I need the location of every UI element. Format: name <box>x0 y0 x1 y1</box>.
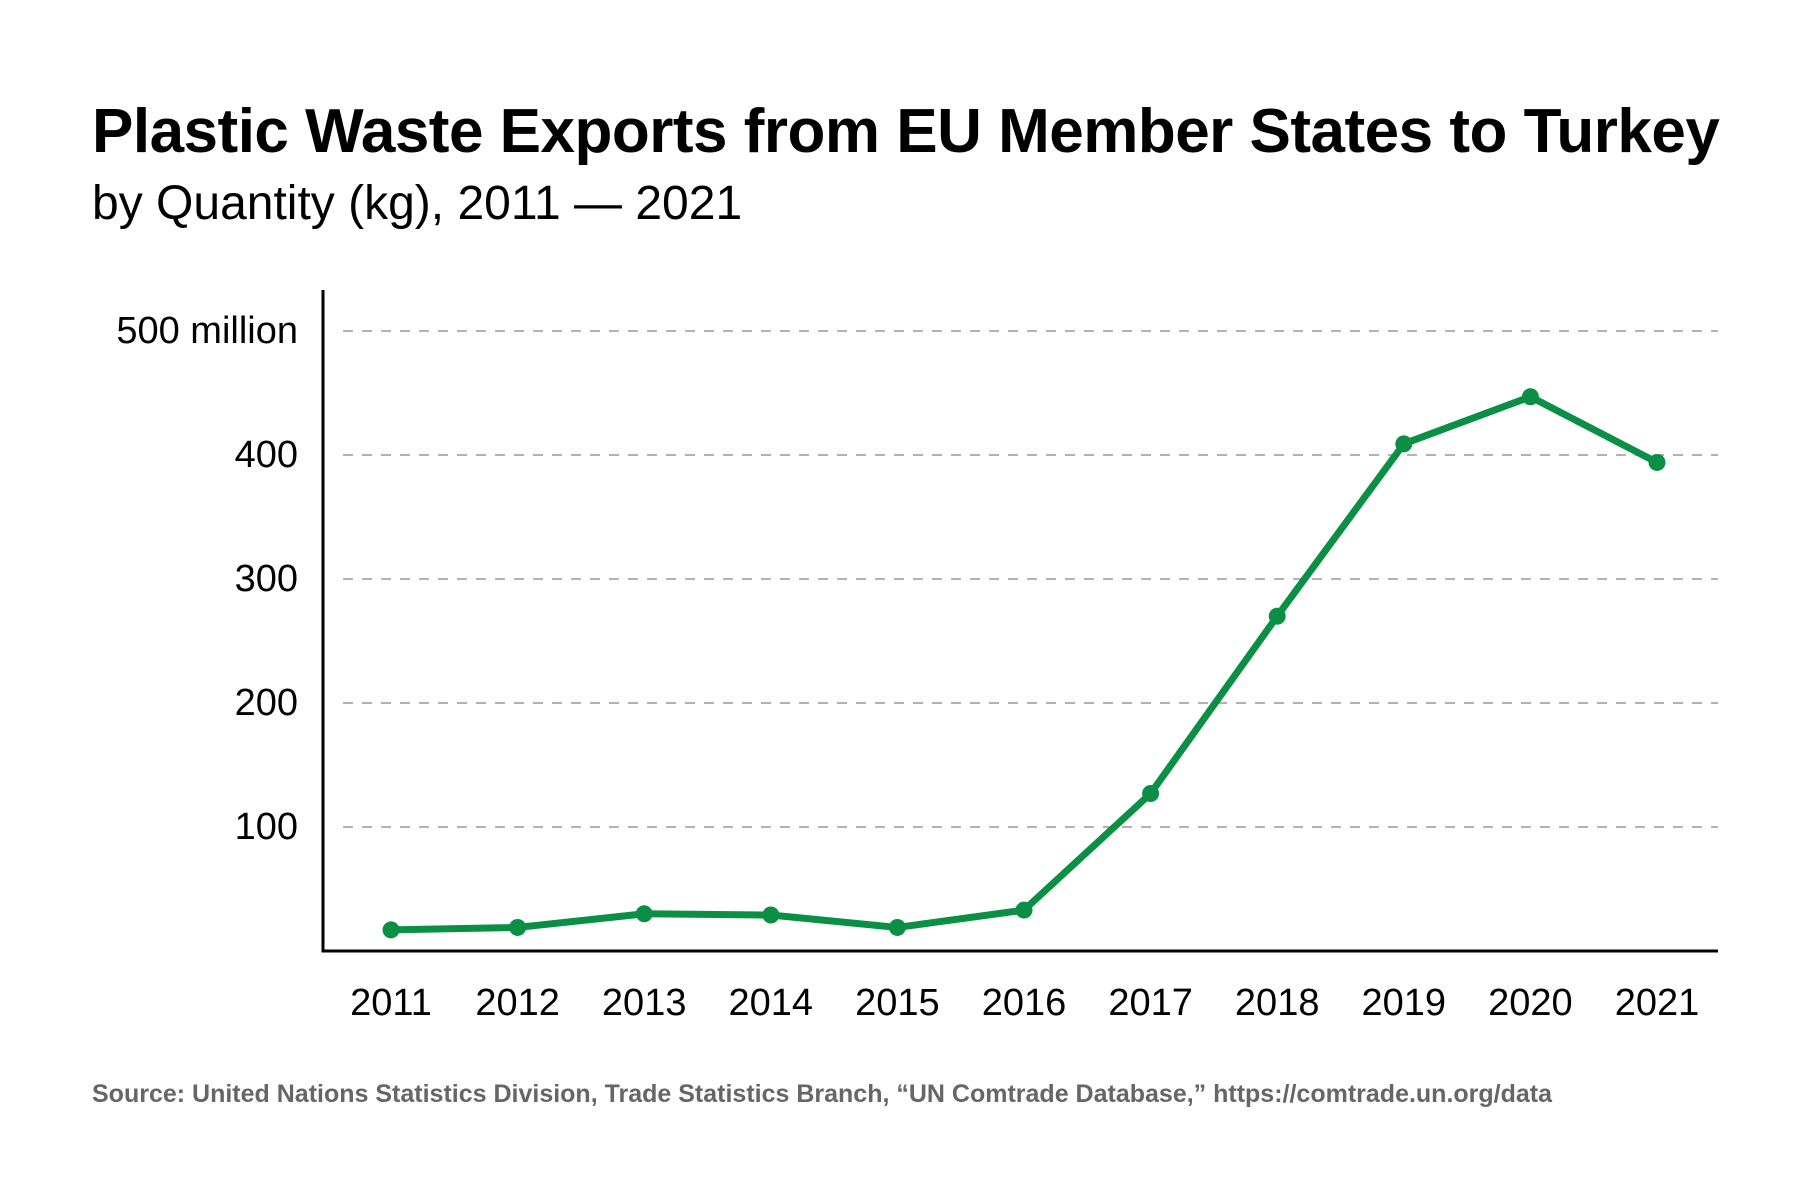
data-point <box>1268 607 1286 625</box>
x-tick-label: 2014 <box>729 982 814 1024</box>
x-tick-label: 2016 <box>982 982 1067 1024</box>
y-tick-labels: 100 200 300 400 500 million <box>116 310 298 848</box>
data-point <box>888 918 906 936</box>
data-point <box>635 905 653 923</box>
data-point <box>762 906 780 924</box>
x-tick-label: 2019 <box>1362 982 1447 1024</box>
x-tick-labels: 2011 2012 2013 2014 2015 2016 2017 2018 2019 2020… <box>350 982 1699 1024</box>
x-tick-label: 2018 <box>1235 982 1320 1024</box>
y-tick-label: 500 million <box>116 310 298 352</box>
x-tick-label: 2017 <box>1108 982 1193 1024</box>
gridlines <box>343 330 1718 828</box>
x-tick-label: 2011 <box>350 982 432 1024</box>
series-line <box>387 393 1661 934</box>
data-point <box>382 921 400 939</box>
source-note: Source: United Nations Statistics Divisi… <box>92 1080 1553 1108</box>
x-tick-label: 2020 <box>1488 982 1573 1024</box>
chart-title: Plastic Waste Exports from EU Member Sta… <box>92 97 1720 166</box>
data-point <box>1521 388 1539 406</box>
data-point <box>1015 901 1033 919</box>
data-point <box>1142 785 1160 803</box>
chart-subtitle: by Quantity (kg), 2011 — 2021 <box>92 177 743 230</box>
y-tick-label: 200 <box>235 682 298 724</box>
x-tick-label: 2013 <box>602 982 687 1024</box>
data-point <box>1395 435 1413 453</box>
axes <box>321 290 1718 953</box>
y-tick-label: 300 <box>235 558 298 600</box>
x-tick-label: 2021 <box>1615 982 1700 1024</box>
x-tick-label: 2012 <box>475 982 560 1024</box>
y-tick-label: 100 <box>235 806 298 848</box>
data-point <box>1648 453 1666 471</box>
x-tick-label: 2015 <box>855 982 940 1024</box>
y-tick-label: 400 <box>235 434 298 476</box>
data-point <box>509 918 527 936</box>
data-series <box>382 388 1666 939</box>
